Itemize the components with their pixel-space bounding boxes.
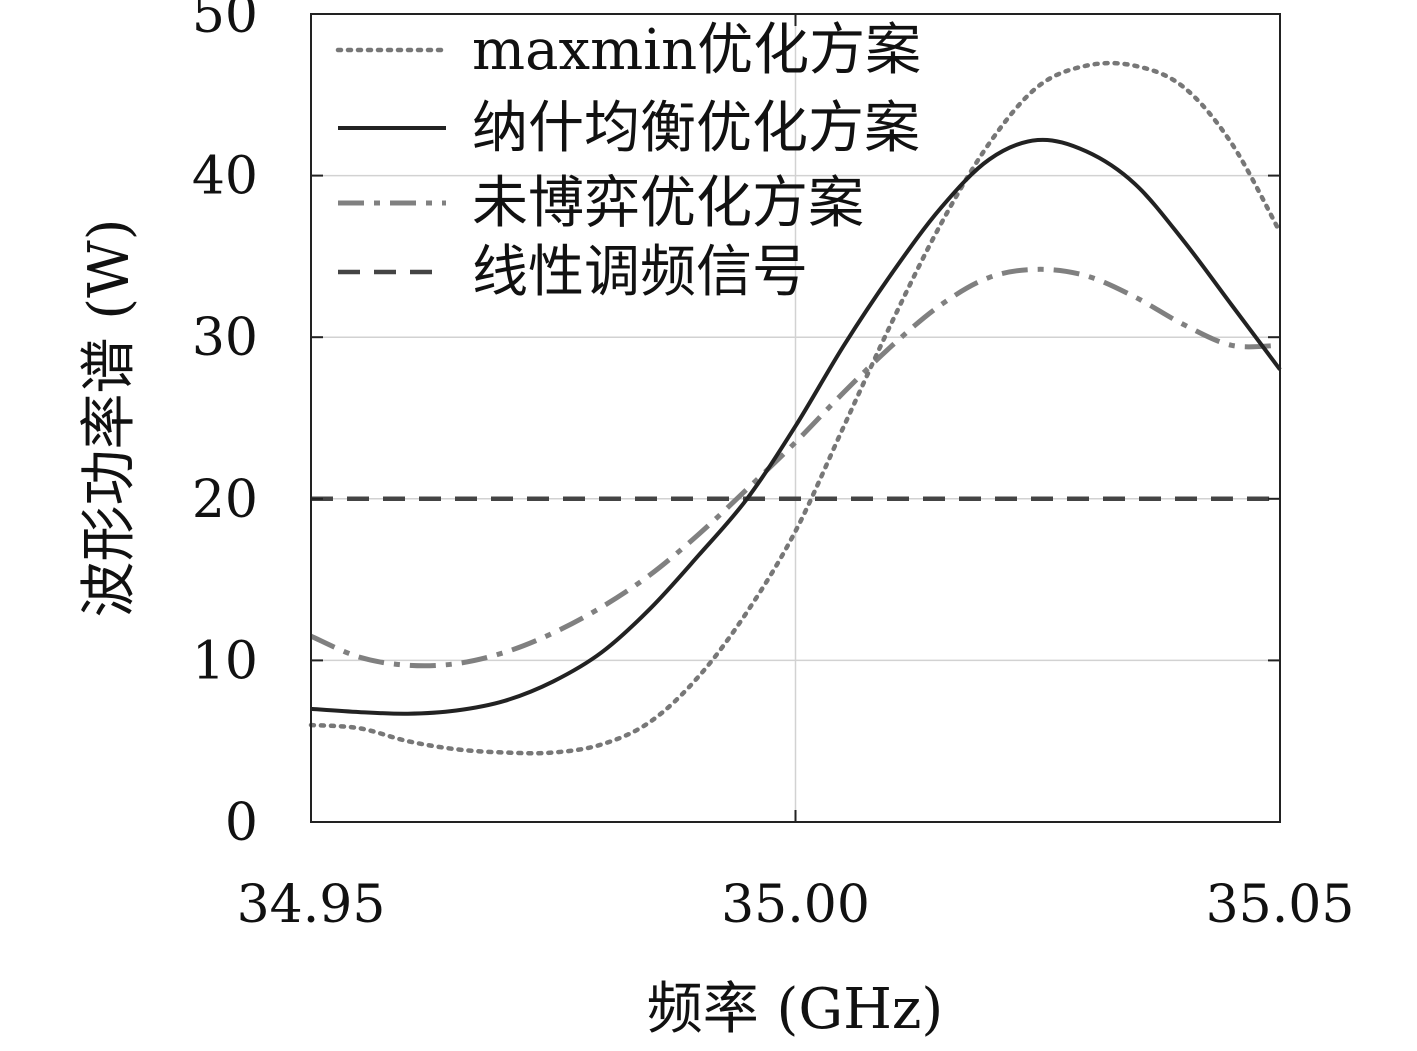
y-tick-label: 50 — [192, 0, 258, 45]
series-line-2 — [309, 266, 1281, 669]
x-tick-label: 35.00 — [721, 875, 870, 935]
legend-label-2: 未博弈优化方案 — [472, 171, 864, 236]
legend-label-1: 纳什均衡优化方案 — [472, 96, 920, 161]
y-axis-label: 波形功率谱 (W) — [77, 218, 142, 617]
x-tick-label: 34.95 — [237, 875, 386, 935]
series-line-0 — [308, 60, 1283, 756]
legend-label-3: 线性调频信号 — [472, 240, 808, 305]
series-line-1 — [310, 137, 1282, 716]
legend-label-0: maxmin优化方案 — [472, 18, 921, 83]
y-tick-label: 40 — [192, 147, 258, 207]
x-axis-label: 频率 (GHz) — [647, 977, 944, 1042]
y-tick-label: 30 — [192, 308, 258, 368]
ticks — [310, 13, 1281, 823]
y-tick-label: 10 — [192, 631, 258, 691]
y-tick-label: 0 — [225, 793, 258, 853]
tick-labels: 0 10 20 30 40 50 34.95 35.00 35.05 — [192, 0, 1355, 935]
y-tick-label: 20 — [192, 470, 258, 530]
x-tick-label: 35.05 — [1206, 875, 1355, 935]
series-layer — [308, 60, 1283, 756]
